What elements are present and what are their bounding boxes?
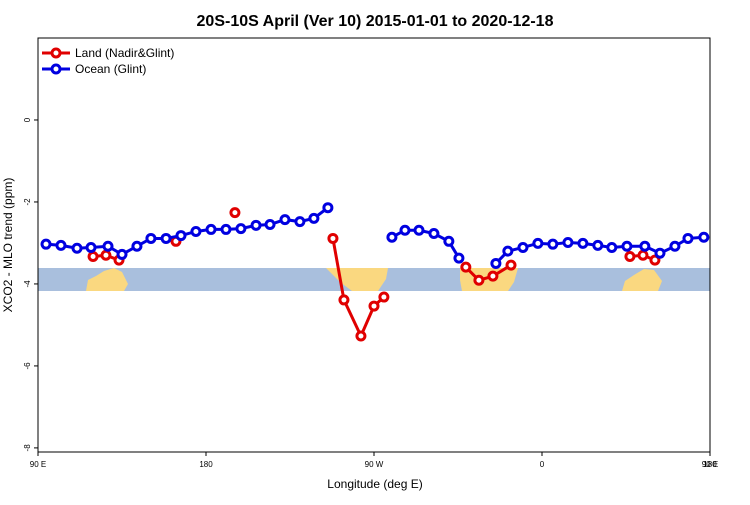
- data-point: [654, 247, 666, 259]
- legend-marker: [50, 63, 62, 75]
- data-point: [532, 237, 544, 249]
- data-point: [698, 231, 710, 243]
- x-tick-label: 90 W: [365, 460, 384, 469]
- data-point: [175, 230, 187, 242]
- data-point: [577, 237, 589, 249]
- data-point: [505, 259, 517, 271]
- data-point: [190, 225, 202, 237]
- data-point: [355, 330, 367, 342]
- data-point: [279, 214, 291, 226]
- x-tick-label: 90 E: [702, 460, 718, 469]
- data-point: [85, 241, 97, 253]
- x-axis-label: Longitude (deg E): [327, 477, 422, 491]
- data-point: [116, 248, 128, 260]
- data-point: [649, 254, 661, 266]
- data-point: [621, 240, 633, 252]
- x-tick-label: 0: [540, 460, 545, 469]
- data-point: [145, 232, 157, 244]
- y-tick-label: -4: [23, 280, 32, 288]
- y-axis-label: XCO2 - MLO trend (ppm): [1, 178, 15, 313]
- data-point: [386, 231, 398, 243]
- data-point: [487, 270, 499, 282]
- data-point: [368, 300, 380, 312]
- data-point: [100, 249, 112, 261]
- data-point: [502, 245, 514, 257]
- data-point: [669, 240, 681, 252]
- data-point: [624, 250, 636, 262]
- data-point: [327, 232, 339, 244]
- data-point: [592, 239, 604, 251]
- data-point: [453, 252, 465, 264]
- y-tick-label: -2: [23, 198, 32, 206]
- continent: [622, 269, 662, 291]
- legend-label: Land (Nadir&Glint): [75, 46, 174, 60]
- legend-marker: [50, 47, 62, 59]
- chart-title: 20S-10S April (Ver 10) 2015-01-01 to 202…: [197, 13, 554, 30]
- data-point: [547, 238, 559, 250]
- data-point: [637, 249, 649, 261]
- data-point: [229, 207, 241, 219]
- data-point: [102, 240, 114, 252]
- x-tick-label: 180: [703, 460, 717, 469]
- data-point: [131, 240, 143, 252]
- series: [40, 202, 710, 269]
- data-point: [517, 241, 529, 253]
- data-point: [682, 232, 694, 244]
- data-point: [294, 216, 306, 228]
- data-point: [220, 223, 232, 235]
- data-point: [55, 239, 67, 251]
- data-point: [205, 223, 217, 235]
- data-point: [473, 274, 485, 286]
- y-tick-label: 0: [23, 117, 32, 122]
- data-point: [460, 261, 472, 273]
- x-tick-label: 90 E: [30, 460, 46, 469]
- y-tick-label: -6: [23, 362, 32, 370]
- legend-label: Ocean (Glint): [75, 62, 146, 76]
- y-tick-label: -8: [23, 444, 32, 452]
- continent: [326, 268, 388, 291]
- data-point: [443, 235, 455, 247]
- map-band: [38, 268, 710, 291]
- data-point: [399, 224, 411, 236]
- data-point: [639, 240, 651, 252]
- data-point: [428, 228, 440, 240]
- x-tick-label: 180: [199, 460, 213, 469]
- series: [87, 207, 661, 342]
- data-point: [87, 250, 99, 262]
- data-point: [264, 219, 276, 231]
- data-point: [562, 237, 574, 249]
- data-point: [250, 219, 262, 231]
- continent: [86, 268, 128, 291]
- data-point: [160, 232, 172, 244]
- data-point: [413, 224, 425, 236]
- data-point: [322, 202, 334, 214]
- data-point: [235, 223, 247, 235]
- data-point: [490, 257, 502, 269]
- data-point: [40, 238, 52, 250]
- data-point: [338, 294, 350, 306]
- data-point: [71, 242, 83, 254]
- data-point: [378, 291, 390, 303]
- data-point: [606, 241, 618, 253]
- data-point: [308, 212, 320, 224]
